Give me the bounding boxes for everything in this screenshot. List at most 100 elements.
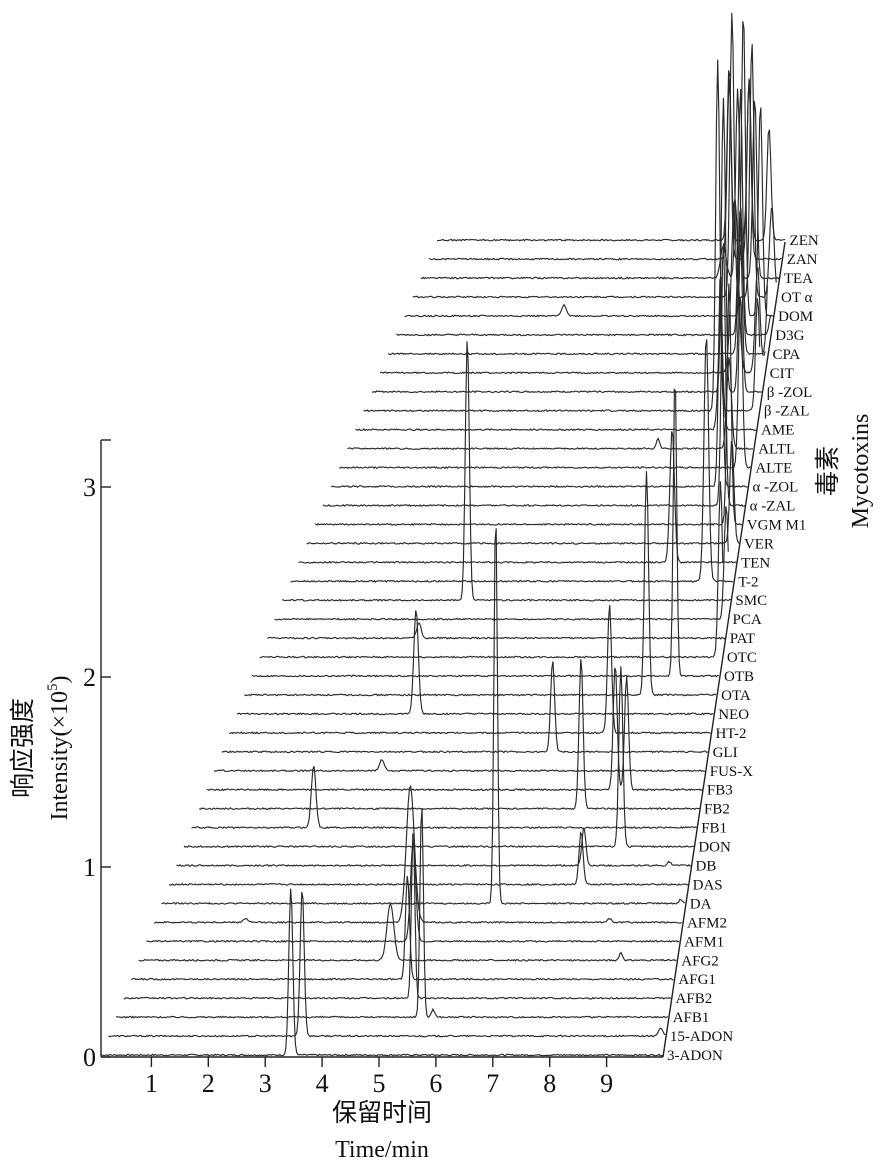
toxin-label-dom: DOM (778, 309, 813, 325)
toxin-label-zal: β -ZAL (764, 404, 810, 420)
toxin-label-ver: VER (744, 536, 774, 552)
y-axis-title-close: ) (47, 675, 73, 683)
y-tick-label: 1 (83, 853, 96, 882)
trace-otb (251, 387, 720, 678)
toxin-label-afg2: AFG2 (681, 953, 719, 969)
y-axis-title-main: Intensity(×10 (47, 691, 73, 821)
trace-ota (244, 471, 717, 697)
toxin-label-afb1: AFB1 (673, 1010, 710, 1026)
depth-axis-line (662, 241, 786, 1058)
toxin-label-pca: PCA (733, 612, 762, 628)
toxin-label-afm2: AFM2 (687, 915, 727, 931)
toxin-label-neo: NEO (718, 707, 749, 723)
x-tick-label: 9 (600, 1069, 613, 1098)
trace-ht-2 (229, 604, 711, 735)
y-axis-ticks: 0 1 2 3 (83, 439, 111, 1072)
trace-zol (371, 97, 763, 394)
trace-cit (379, 199, 766, 375)
trace-fus-x (213, 759, 706, 773)
toxin-label-t-2: T-2 (738, 574, 758, 590)
x-tick-label: 6 (429, 1069, 442, 1098)
trace-t-2 (290, 339, 734, 583)
toxin-label-otb: OTB (724, 669, 754, 685)
trace-don (183, 666, 695, 849)
x-tick-label: 7 (486, 1069, 499, 1098)
toxin-label-zol: α -ZOL (753, 480, 799, 496)
trace-neo (236, 610, 714, 716)
trace-fb1 (191, 765, 697, 830)
toxin-label-ten: TEN (741, 555, 770, 571)
trace-afg1 (131, 875, 674, 981)
toxin-label-tea: TEA (784, 271, 813, 287)
toxin-label-d3g: D3G (775, 328, 804, 344)
trace-pat (266, 622, 726, 640)
toxin-label-pat: PAT (730, 631, 755, 647)
axes-frame (100, 241, 786, 1058)
z-axis-title: Mycotoxins (848, 414, 874, 529)
trace-tea (420, 88, 780, 280)
toxin-label-don: DON (698, 840, 731, 856)
toxin-label-zol: β -ZOL (767, 385, 813, 401)
trace-cpa (387, 208, 768, 356)
chromatogram-traces (100, 12, 786, 1057)
toxin-label-gli: GLI (713, 745, 738, 761)
trace-ame (355, 319, 757, 432)
trace-da (161, 528, 685, 906)
toxin-label-cit: CIT (770, 366, 794, 382)
trace-ten (298, 431, 737, 564)
trace-zol (330, 276, 748, 489)
toxin-label-smc: SMC (735, 593, 767, 609)
trace-afg2 (138, 903, 677, 962)
toxin-label-afg1: AFG1 (678, 972, 716, 988)
trace-3-adon (100, 888, 663, 1057)
toxin-label-afb2: AFB2 (676, 991, 713, 1007)
y-axis-title: Intensity(×105) (45, 675, 73, 820)
trace-ot (412, 12, 777, 299)
toxin-label-afm1: AFM1 (684, 934, 724, 950)
trace-afb2 (123, 833, 672, 1000)
trace-vgm-m1 (314, 283, 743, 526)
trace-das (168, 831, 689, 886)
x-tick-label: 5 (373, 1069, 386, 1098)
trace-zal (363, 59, 761, 413)
toxin-label-3-adon: 3-ADON (667, 1048, 723, 1064)
toxin-label-fb1: FB1 (701, 821, 727, 837)
z-axis-title-group: 毒素 Mycotoxins (813, 414, 874, 529)
trace-smc (282, 341, 732, 602)
trace-d3g (396, 88, 772, 337)
toxin-label-altl: ALTL (758, 442, 795, 458)
toxin-label-zen: ZEN (790, 233, 819, 249)
toxin-label-db: DB (696, 859, 717, 875)
x-axis-ticks: 1 2 3 4 5 6 7 8 9 (145, 1057, 613, 1098)
toxin-label-vgm-m1: VGM M1 (747, 517, 807, 533)
mycotoxin-labels: ZEN ZAN TEA OT α DOM D3G CPA CIT β -ZOL β -ZAL AME… (667, 233, 819, 1064)
trace-alte (339, 297, 752, 470)
toxin-label-zan: ZAN (787, 252, 818, 268)
x-axis-title: Time/min (335, 1137, 429, 1163)
trace-afm2 (153, 785, 683, 924)
trace-db (176, 827, 692, 868)
y-tick-label: 3 (83, 473, 96, 502)
trace-fb3 (206, 667, 703, 792)
toxin-label-ota: OTA (721, 688, 751, 704)
trace-otc (259, 481, 724, 659)
trace-15-adon (108, 891, 666, 1038)
y-tick-label: 0 (83, 1043, 96, 1072)
x-tick-label: 3 (259, 1069, 272, 1098)
y-axis-title-cn: 响应强度 (8, 698, 37, 798)
trace-afb1 (115, 808, 669, 1019)
toxin-label-da: DA (690, 896, 712, 912)
trace-pca (274, 506, 729, 621)
y-tick-label: 2 (83, 663, 96, 692)
toxin-label-ot: OT α (781, 290, 812, 306)
toxin-label-alte: ALTE (755, 461, 792, 477)
x-tick-label: 2 (202, 1069, 215, 1098)
toxin-label-ame: AME (761, 423, 794, 439)
toxin-label-zal: α -ZAL (750, 498, 796, 514)
toxin-label-fb2: FB2 (704, 802, 730, 818)
z-axis-title-cn: 毒素 (813, 446, 842, 496)
toxin-label-fus-x: FUS-X (710, 764, 754, 780)
y-axis-title-group: 响应强度 Intensity(×105) (8, 675, 73, 820)
toxin-label-ht-2: HT-2 (715, 726, 746, 742)
